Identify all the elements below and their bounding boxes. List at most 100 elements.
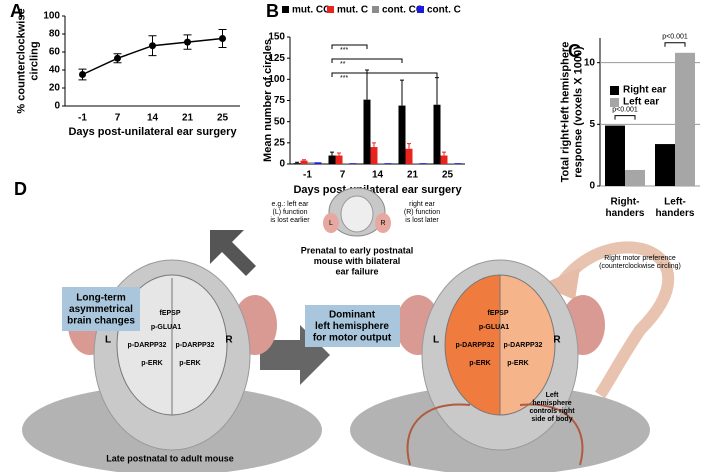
bar xyxy=(342,163,350,164)
left-hemisphere xyxy=(444,274,501,416)
brain-label: p-ERK xyxy=(507,360,528,367)
curved-arrow xyxy=(406,403,471,466)
bar xyxy=(328,155,336,164)
bracket xyxy=(331,44,368,49)
bar xyxy=(405,148,413,164)
annotation: p<0.001 xyxy=(662,34,688,41)
bar xyxy=(370,147,378,164)
y-tick-label: 60 xyxy=(49,47,61,58)
bar xyxy=(447,163,455,164)
young-brain xyxy=(340,195,374,233)
y-tick-label: 125 xyxy=(268,53,285,64)
side-label: L xyxy=(105,335,111,346)
legend-label: cont. CC xyxy=(382,5,423,16)
bar xyxy=(307,162,315,164)
annotation: p<0.001 xyxy=(612,106,638,113)
x-tick-label: 14 xyxy=(372,170,384,181)
side-label: L xyxy=(433,335,439,346)
y-tick-label: 0 xyxy=(54,101,60,112)
bracket xyxy=(614,115,636,120)
note: Right motor preference (counterclockwise … xyxy=(599,255,681,270)
box-text: Dominant left hemisphere for motor output xyxy=(313,309,392,343)
error-bar xyxy=(337,152,341,156)
panel-label: B xyxy=(266,1,279,21)
legend-swatch xyxy=(282,6,289,13)
x-axis-label: Days post-unilateral ear surgery xyxy=(293,184,462,196)
bar xyxy=(384,163,392,164)
panel-label: D xyxy=(14,179,27,199)
brain-label: p-DARPP32 xyxy=(504,342,543,349)
bar xyxy=(293,163,301,164)
brain-label: p-DARPP32 xyxy=(456,342,495,349)
legend-swatch xyxy=(610,86,619,95)
error-bar xyxy=(372,142,376,148)
ear-label: L xyxy=(329,220,333,227)
y-tick-label: 25 xyxy=(274,137,286,148)
y-tick-label: 40 xyxy=(49,65,61,76)
legend-label: mut. CC xyxy=(292,5,330,16)
point xyxy=(114,54,121,62)
brain-label: p-ERK xyxy=(469,360,490,367)
panel-label: C xyxy=(568,41,581,61)
bar xyxy=(433,104,441,164)
x-tick-label: 7 xyxy=(340,170,346,181)
bar xyxy=(335,155,343,164)
legend-swatch xyxy=(610,98,619,107)
curved-arrow xyxy=(519,403,584,466)
bar xyxy=(655,144,675,186)
stage-label: Prenatal to early postnatal mouse with bi… xyxy=(301,246,414,277)
point xyxy=(79,71,86,78)
legend-swatch xyxy=(372,6,379,13)
y-tick-label: 0 xyxy=(279,159,285,170)
legend-label: Right ear xyxy=(623,85,666,96)
brain-label: p-DARPP32 xyxy=(128,342,167,349)
bracket xyxy=(664,42,686,47)
significance: *** xyxy=(340,75,348,82)
x-tick-label: 14 xyxy=(147,113,159,124)
curved-arrow xyxy=(555,241,675,399)
y-tick-label: 50 xyxy=(274,116,286,127)
error-bar xyxy=(302,159,306,161)
panel-label: A xyxy=(10,1,23,21)
point xyxy=(149,42,156,50)
bar xyxy=(363,99,371,164)
bar xyxy=(398,105,406,164)
right-hemisphere xyxy=(499,274,556,416)
label-box xyxy=(62,287,140,331)
bar xyxy=(419,163,427,164)
significance: ** xyxy=(340,61,346,68)
brain-label: p-GLUA1 xyxy=(479,324,509,331)
x-tick-label: Left-handers xyxy=(656,196,695,219)
x-tick-label: -1 xyxy=(303,170,312,181)
ear-label: R xyxy=(380,220,385,227)
right-mouse: Dominant left hemisphere for motor output … xyxy=(305,259,650,472)
legend-swatch xyxy=(417,6,424,13)
legend-label: cont. C xyxy=(427,5,461,16)
y-axis-label: Mean number of circles xyxy=(262,39,274,162)
y-tick-label: 150 xyxy=(268,32,285,43)
significance: *** xyxy=(340,47,348,54)
brain-label: fEPSP xyxy=(487,310,508,317)
y-tick-label: 80 xyxy=(49,29,61,40)
bar xyxy=(454,163,462,164)
y-tick-label: 10 xyxy=(584,57,596,68)
stage-label: Late postnatal to adult mouse xyxy=(106,453,234,463)
error-bar xyxy=(435,77,439,105)
error-bar xyxy=(400,79,404,106)
diagram-panel: D L R e.g.: left ear (L) function is lost … xyxy=(14,179,681,472)
young-ear xyxy=(375,213,391,233)
y-tick-label: 20 xyxy=(49,83,61,94)
legend-label: mut. C xyxy=(337,5,368,16)
bar xyxy=(605,125,625,186)
x-tick-label: 25 xyxy=(217,113,229,124)
label-box xyxy=(305,305,400,347)
brain-label: p-DARPP32 xyxy=(176,342,215,349)
x-tick-label: Right-handers xyxy=(606,196,645,219)
legend-label: Left ear xyxy=(623,97,659,108)
error-bar xyxy=(442,151,446,156)
point xyxy=(219,35,226,42)
arrow xyxy=(210,230,262,276)
young-ear xyxy=(323,213,339,233)
bar xyxy=(440,155,448,164)
